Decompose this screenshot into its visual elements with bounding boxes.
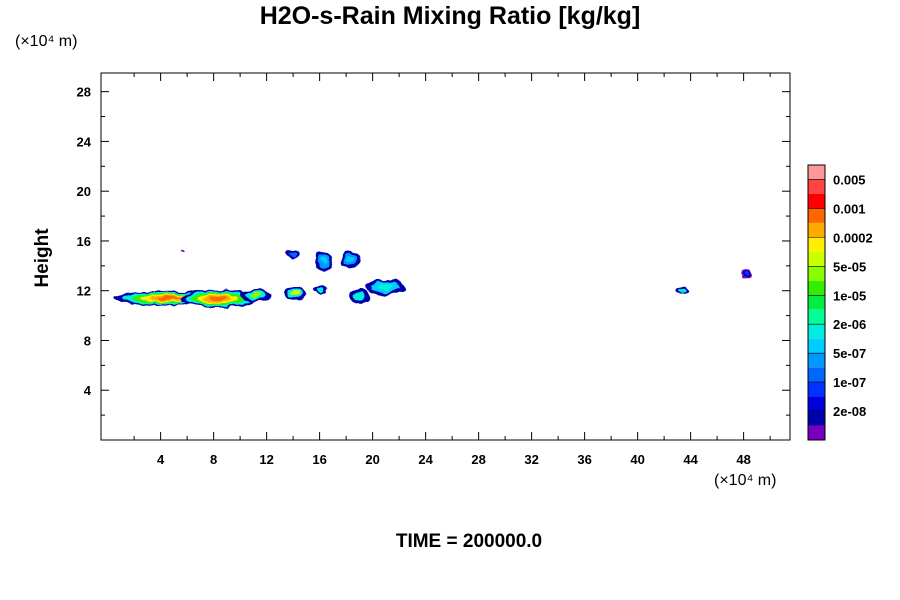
colorbar-label: 5e-05 xyxy=(833,259,866,274)
x-tick-label: 48 xyxy=(736,452,750,467)
colorbar-swatch xyxy=(808,382,825,397)
x-tick-label: 16 xyxy=(312,452,326,467)
colorbar-swatch xyxy=(808,222,825,238)
plot-frame xyxy=(100,72,791,441)
x-tick-label: 32 xyxy=(524,452,538,467)
colorbar-swatch xyxy=(808,295,825,310)
x-tick-label: 28 xyxy=(471,452,485,467)
x-tick-label: 44 xyxy=(683,452,698,467)
contour-region xyxy=(240,289,272,302)
contour-region xyxy=(366,279,406,295)
contour-level xyxy=(291,290,300,297)
time-label: TIME = 200000.0 xyxy=(395,531,543,552)
colorbar-label: 1e-05 xyxy=(833,288,866,303)
contour-region xyxy=(314,250,333,271)
contour-level xyxy=(315,287,324,292)
y-tick-label: 24 xyxy=(77,134,92,149)
colorbar-swatch xyxy=(808,309,825,325)
colorbar-label: 0.001 xyxy=(833,201,866,216)
contour-regions xyxy=(114,248,751,308)
contour-level xyxy=(180,249,184,253)
contour-level xyxy=(289,250,297,257)
colorbar-label: 2e-08 xyxy=(833,404,866,419)
contour-level xyxy=(157,296,180,300)
colorbar-label: 0.0002 xyxy=(833,230,873,245)
x-axis-unit: (×10⁴ m) xyxy=(714,472,777,489)
contour-region xyxy=(741,270,751,279)
colorbar-swatch xyxy=(808,237,825,252)
colorbar-swatch xyxy=(808,324,825,339)
contour-region xyxy=(340,250,360,269)
x-tick-label: 36 xyxy=(577,452,591,467)
colorbar-swatch xyxy=(808,396,825,412)
contour-region xyxy=(180,249,184,253)
colorbar-swatch xyxy=(808,193,825,209)
contour-level xyxy=(744,272,749,277)
colorbar-label: 0.005 xyxy=(833,172,866,187)
contour-region xyxy=(313,285,327,294)
x-tick-label: 24 xyxy=(418,452,433,467)
contour-level xyxy=(346,256,354,264)
contour-region xyxy=(675,286,688,295)
contour-level xyxy=(319,256,328,265)
contour-level xyxy=(249,293,263,299)
x-tick-label: 8 xyxy=(210,452,217,467)
chart-title: H2O-s-Rain Mixing Ratio [kg/kg] xyxy=(259,2,641,30)
contour-region xyxy=(179,290,257,308)
y-tick-label: 8 xyxy=(84,333,91,348)
colorbar-swatch xyxy=(808,208,825,223)
colorbar-swatch xyxy=(808,411,825,426)
y-tick-label: 16 xyxy=(77,234,91,249)
contour-level xyxy=(677,288,685,293)
colorbar-swatch xyxy=(808,367,825,383)
colorbar-label: 2e-06 xyxy=(833,317,866,332)
contour-region xyxy=(286,248,300,259)
contour-level xyxy=(378,284,394,290)
y-axis-unit: (×10⁴ m) xyxy=(15,33,78,50)
colorbar-swatch xyxy=(808,165,825,180)
y-tick-label: 28 xyxy=(77,85,91,100)
y-tick-label: 12 xyxy=(77,284,91,299)
colorbar-swatch xyxy=(808,425,825,440)
y-tick-label: 20 xyxy=(77,184,91,199)
x-tick-label: 12 xyxy=(259,452,273,467)
contour-region xyxy=(285,285,307,301)
x-tick-label: 4 xyxy=(157,452,165,467)
colorbar-swatch xyxy=(808,266,825,281)
colorbar-label: 5e-07 xyxy=(833,346,866,361)
contour-level xyxy=(353,292,366,302)
colorbar-label: 1e-07 xyxy=(833,375,866,390)
contour-level xyxy=(209,297,226,301)
x-tick-label: 40 xyxy=(630,452,644,467)
colorbar-swatch xyxy=(808,338,825,354)
colorbar-frame xyxy=(807,164,826,441)
x-tick-label: 20 xyxy=(365,452,379,467)
colorbar-swatch xyxy=(808,179,825,194)
y-tick-label: 4 xyxy=(84,383,92,398)
colorbar-swatch xyxy=(808,353,825,368)
colorbar-swatch xyxy=(808,251,825,267)
colorbar: 0.005 0.001 0.0002 5e-05 1e-05 2e-06 5e-07 1e-0… xyxy=(807,164,873,441)
colorbar-swatch xyxy=(808,280,825,296)
contour-region xyxy=(348,289,370,305)
